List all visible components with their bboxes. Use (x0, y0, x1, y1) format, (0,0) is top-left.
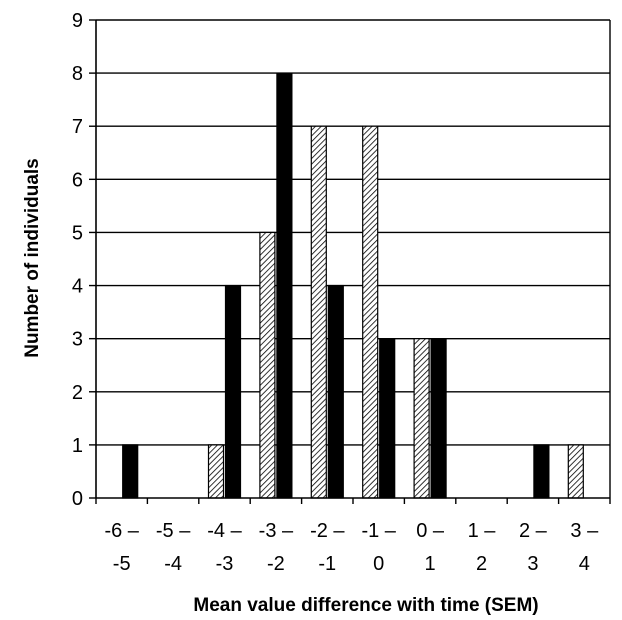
x-tick-label-bottom: 3 (527, 553, 538, 575)
x-tick-label-bottom: 2 (476, 553, 487, 575)
y-tick-label: 8 (72, 63, 83, 85)
x-tick-label-bottom: -1 (318, 553, 336, 575)
bar-hatched (413, 338, 430, 499)
x-tick-label-top: 0 – (416, 520, 445, 542)
x-tick-label-top: -6 – (104, 520, 139, 542)
x-tick-label-bottom: -4 (164, 553, 182, 575)
bar-solid (276, 72, 293, 499)
axes (89, 19, 611, 504)
x-tick-label-top: 1 – (468, 520, 497, 542)
bar-solid (327, 284, 344, 499)
y-tick-label: 9 (72, 10, 83, 32)
x-axis-label: Mean value difference with time (SEM) (193, 595, 538, 616)
x-tick-label-top: -1 – (361, 520, 396, 542)
x-tick-label-top: 3 – (570, 520, 599, 542)
bar-hatched (310, 125, 327, 499)
x-tick-label-top: -4 – (207, 520, 242, 542)
y-axis-label: Number of individuals (22, 158, 43, 358)
gridlines (96, 19, 610, 446)
bar-hatched (259, 231, 276, 499)
y-tick-label: 2 (72, 382, 83, 404)
bar-solid (122, 444, 139, 499)
y-tick-label: 1 (72, 435, 83, 457)
x-tick-label-top: -5 – (156, 520, 191, 542)
bar-solid (430, 338, 447, 499)
x-tick-label-bottom: -3 (216, 553, 234, 575)
y-tick-label: 3 (72, 329, 83, 351)
bar-solid (533, 444, 550, 499)
bar-solid (224, 284, 242, 499)
y-tick-label: 5 (72, 222, 83, 244)
y-tick-label: 0 (72, 488, 83, 510)
y-tick-labels: 0 1 2 3 4 5 6 7 8 9 (72, 10, 83, 510)
bar-solid (379, 338, 396, 499)
bar-hatched (362, 125, 379, 499)
x-tick-label-top: 2 – (519, 520, 548, 542)
x-tick-label-bottom: 1 (425, 553, 436, 575)
y-tick-label: 4 (72, 276, 83, 298)
y-tick-label: 7 (72, 116, 83, 138)
x-tick-label-top: -3 – (259, 520, 294, 542)
bar-hatched (207, 444, 225, 499)
y-tick-label: 6 (72, 169, 83, 191)
x-tick-label-top: -2 – (310, 520, 345, 542)
x-tick-label-bottom: -2 (267, 553, 285, 575)
x-tick-label-bottom: -5 (113, 553, 131, 575)
x-tick-label-bottom: 0 (373, 553, 384, 575)
x-tick-labels: -6 – -5 -5 – -4 -4 – -3 -3 – -2 -2 – -1 -1 – 0 0 – 1 1… (104, 520, 599, 575)
x-tick-label-bottom: 4 (579, 553, 590, 575)
bar-hatched (567, 444, 584, 499)
bars (122, 72, 584, 499)
